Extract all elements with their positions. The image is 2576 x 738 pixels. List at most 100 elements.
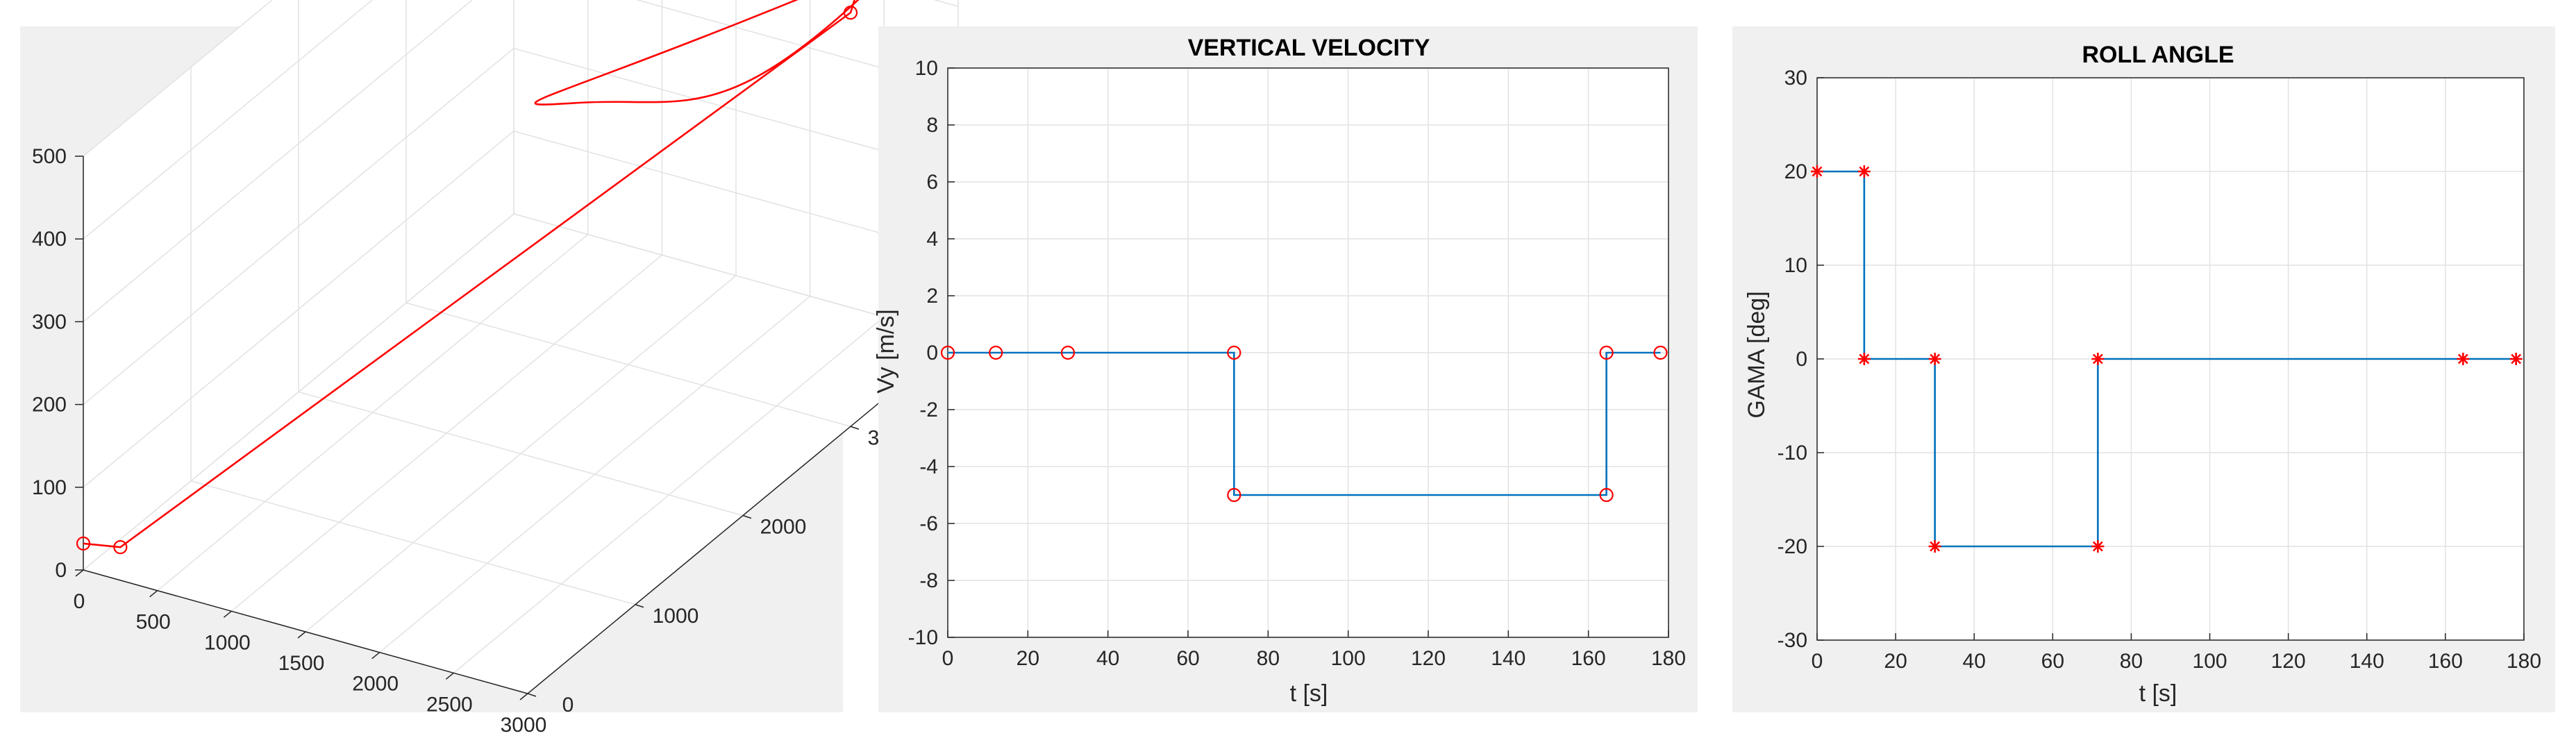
- trajectory-3d-x-tick-label: 2000: [352, 673, 399, 696]
- trajectory-3d-panel: 0500100015002000250030000100020003000400…: [20, 0, 1021, 737]
- roll-angle-data-marker: [2457, 353, 2470, 365]
- roll-angle-x-tick-label: 20: [1884, 650, 1907, 673]
- vertical-velocity-x-tick-label: 100: [1331, 647, 1366, 670]
- roll-angle-ylabel: GAMA [deg]: [1743, 291, 1770, 418]
- vertical-velocity-y-tick-label: -4: [919, 455, 938, 478]
- roll-angle-axes-box: [1816, 77, 2525, 641]
- trajectory-3d-floor-gridline: [405, 302, 851, 427]
- vertical-velocity-x-tick-label: 120: [1411, 647, 1446, 670]
- roll-angle-y-tick-label: -20: [1778, 535, 1807, 558]
- vertical-velocity-x-tick-label: 160: [1571, 647, 1606, 670]
- trajectory-3d-x-tick-label: 1500: [278, 652, 325, 675]
- vertical-velocity-y-tick-label: 2: [926, 285, 938, 308]
- vertical-velocity-title: VERTICAL VELOCITY: [1188, 35, 1430, 61]
- trajectory-3d-x-tick-label: 1000: [204, 631, 251, 654]
- trajectory-3d-x-tick: [297, 631, 306, 639]
- trajectory-3d-left-gridline: [83, 48, 515, 405]
- roll-angle-x-tick-label: 80: [2120, 650, 2143, 673]
- vertical-velocity-y-tick-label: 6: [926, 171, 938, 194]
- vertical-velocity-y-tick-label: -8: [919, 569, 938, 592]
- trajectory-3d-x-tick: [75, 569, 84, 577]
- vertical-velocity-data-marker: [989, 345, 1003, 360]
- roll-angle-data-marker: [1928, 540, 1941, 553]
- trajectory-3d-z-tick-label: 400: [32, 228, 67, 251]
- roll-angle-title: ROLL ANGLE: [2082, 42, 2234, 68]
- trajectory-3d-data-marker: [113, 540, 128, 555]
- roll-angle-chart: ROLL ANGLE t [s] GAMA [deg] 0 20 40 60 80 100…: [1743, 42, 2541, 707]
- trajectory-3d-x-tick: [445, 672, 454, 680]
- vertical-velocity-ylabel: Vy [m/s]: [873, 309, 899, 394]
- roll-angle-data-marker: [2091, 353, 2105, 365]
- roll-angle-series-line: [1817, 170, 2516, 548]
- trajectory-3d-y-tick: [850, 426, 860, 430]
- vertical-velocity-xlabel: t [s]: [1290, 680, 1328, 707]
- trajectory-3d-z-tick-label: 100: [32, 476, 67, 499]
- trajectory-3d-y-tick-label: 1000: [653, 605, 699, 628]
- trajectory-3d-x-tick: [223, 610, 232, 618]
- trajectory-3d-left-gridline: [83, 0, 474, 322]
- trajectory-3d-z-tick-label: 0: [55, 559, 67, 582]
- vertical-velocity-x-tick-label: 20: [1017, 647, 1039, 670]
- roll-angle-data-marker: [2091, 540, 2105, 553]
- trajectory-3d-left-gridline: [83, 0, 374, 240]
- trajectory-3d-z-tick-label: 500: [32, 145, 67, 168]
- trajectory-3d-floor-gridline: [190, 480, 636, 605]
- vertical-velocity-x-tick-label: 40: [1096, 647, 1119, 670]
- vertical-velocity-x-tick-label: 60: [1176, 647, 1199, 670]
- roll-angle-x-tick-label: 120: [2271, 650, 2306, 673]
- roll-angle-data-marker: [1811, 165, 1823, 178]
- vertical-velocity-y-tick-label: 0: [926, 342, 938, 364]
- roll-angle-data-marker: [2509, 353, 2523, 365]
- trajectory-3d-y-tick: [635, 604, 644, 608]
- trajectory-3d-y-tick-label: 2000: [760, 516, 807, 539]
- vertical-velocity-series-line: [948, 351, 1661, 496]
- vertical-velocity-x-tick-label: 140: [1491, 647, 1525, 670]
- roll-angle-xlabel: t [s]: [2139, 680, 2177, 707]
- trajectory-3d-left-gridline: [83, 213, 515, 571]
- roll-angle-y-tick-label: -30: [1778, 629, 1807, 652]
- trajectory-3d-z-tick-label: 300: [32, 310, 67, 333]
- vertical-velocity-y-tick-label: 4: [926, 228, 938, 251]
- vertical-velocity-data-marker: [1227, 345, 1241, 360]
- trajectory-3d-y-tick: [527, 693, 537, 697]
- vertical-velocity-data-marker: [1653, 345, 1668, 360]
- trajectory-3d-x-tick-label: 2500: [426, 693, 473, 716]
- trajectory-3d-x-tick-label: 3000: [501, 714, 547, 737]
- trajectory-3d-data-marker: [76, 536, 91, 551]
- vertical-velocity-data-marker: [1599, 487, 1614, 503]
- vertical-velocity-data-marker: [1599, 345, 1614, 360]
- roll-angle-data-marker: [1857, 165, 1871, 178]
- trajectory-3d-chart: 0500100015002000250030000100020003000400…: [32, 0, 1021, 737]
- roll-angle-y-tick-label: 10: [1784, 254, 1807, 277]
- roll-angle-x-tick-label: 160: [2428, 650, 2463, 673]
- trajectory-3d-loop-curve: [534, 0, 860, 106]
- vertical-velocity-data-marker: [1227, 487, 1241, 503]
- roll-angle-x-tick-label: 60: [2041, 650, 2064, 673]
- vertical-velocity-y-tick-label: 8: [926, 114, 938, 137]
- vertical-velocity-y-tick-label: -6: [919, 512, 938, 535]
- trajectory-3d-x-tick: [371, 652, 380, 660]
- trajectory-3d-x-tick-label: 0: [74, 590, 85, 613]
- trajectory-3d-y-tick-label: 0: [562, 694, 574, 716]
- vertical-velocity-data-marker: [940, 345, 955, 360]
- vertical-velocity-x-tick-label: 80: [1257, 647, 1280, 670]
- roll-angle-x-tick-label: 100: [2193, 650, 2227, 673]
- roll-angle-x-tick-label: 140: [2350, 650, 2384, 673]
- trajectory-3d-left-gridline: [83, 131, 515, 488]
- roll-angle-y-tick-label: 20: [1784, 160, 1807, 183]
- vertical-velocity-y-tick-label: -2: [919, 399, 938, 421]
- vertical-velocity-y-tick-label: 10: [915, 57, 938, 80]
- roll-angle-x-tick-label: 180: [2507, 650, 2541, 673]
- trajectory-3d-y-tick: [742, 514, 752, 519]
- roll-angle-x-tick-label: 0: [1812, 650, 1823, 673]
- trajectory-3d-x-tick-label: 500: [136, 611, 171, 634]
- vertical-velocity-data-marker: [1060, 345, 1076, 360]
- roll-angle-data-marker: [1857, 353, 1871, 365]
- trajectory-3d-z-tick-label: 200: [32, 394, 67, 417]
- trajectory-3d-left-gridline: [83, 0, 274, 157]
- vertical-velocity-x-tick-label: 180: [1651, 647, 1686, 670]
- trajectory-3d-floor-gridline: [298, 391, 744, 517]
- vertical-velocity-x-tick-label: 0: [942, 647, 954, 670]
- trajectory-3d-x-tick: [149, 590, 158, 598]
- roll-angle-panel: ROLL ANGLE t [s] GAMA [deg] 0 20 40 60 80 100…: [1732, 26, 2555, 712]
